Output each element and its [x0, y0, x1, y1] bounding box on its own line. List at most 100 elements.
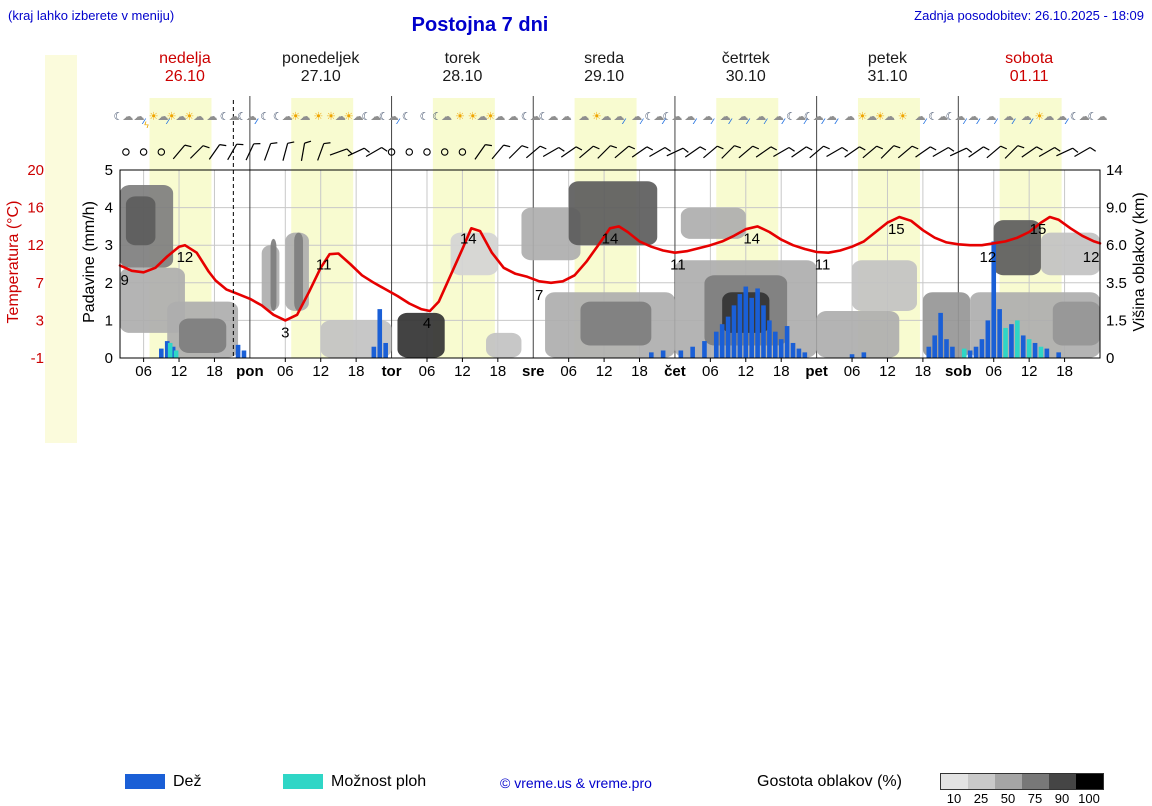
- wind-calm-icon: [122, 148, 130, 156]
- rain-bar: [159, 348, 164, 358]
- cloud-tick-label: 14: [1106, 162, 1123, 179]
- wind-barb-icon: [1056, 147, 1079, 157]
- cloud-blob: [179, 318, 227, 353]
- rain-bar: [241, 350, 247, 358]
- wind-calm-icon: [157, 148, 166, 156]
- temperature-value-label: 9: [121, 272, 129, 289]
- wind-barb-icon: [968, 146, 990, 158]
- wind-calm-icon: [387, 148, 396, 156]
- rain-legend-swatch: [125, 774, 165, 789]
- day-name: petek: [867, 50, 908, 67]
- weather-icon: ☾☁: [220, 111, 240, 123]
- rain-bar: [743, 286, 749, 358]
- density-gradient-cell: [941, 774, 968, 789]
- place-hint: (kraj lahko izberete v meniju): [8, 8, 175, 23]
- temperature-value-label: 15: [888, 221, 905, 238]
- rain-bar: [985, 320, 991, 358]
- x-tick-label: 12: [737, 363, 754, 380]
- day-date: 29.10: [584, 68, 625, 85]
- shower-bar: [961, 348, 967, 358]
- day-header: sreda 29.10: [529, 50, 679, 86]
- wind-barb-icon: [189, 145, 210, 159]
- weather-icon: ☾: [260, 111, 269, 123]
- weather-icon: ☁: [844, 111, 855, 123]
- rain-bar: [713, 331, 719, 358]
- cloud-blob: [1052, 301, 1100, 346]
- day-header: nedelja 26.10: [110, 50, 260, 86]
- x-day-label: pet: [805, 363, 828, 380]
- wind-barb-icon: [915, 146, 937, 158]
- weather-icon: ☀☁: [857, 111, 877, 123]
- weather-icon: ☾☁∕∕: [379, 111, 401, 126]
- rain-bar: [773, 331, 778, 358]
- wind-barb-icon: [365, 146, 388, 158]
- day-name: torek: [444, 50, 481, 67]
- temperature-value-label: 14: [460, 230, 477, 247]
- wind-barb-icon: [525, 145, 547, 159]
- wind-barb-icon: [579, 145, 600, 159]
- precip-tick-label: 4: [105, 200, 113, 217]
- precip-tick-label: 0: [105, 350, 113, 367]
- day-headers: nedelja 26.10 ponedeljek 27.10 torek 28.10 sre…: [0, 0, 1152, 95]
- cloud-blob: [486, 332, 522, 358]
- wind-barb-icon: [880, 145, 901, 159]
- rain-bar: [731, 305, 737, 358]
- density-gradient-cell: [1022, 774, 1049, 789]
- density-gradient-cell: [1049, 774, 1076, 789]
- x-tick-label: 12: [1021, 363, 1038, 380]
- weather-icon: ☀: [455, 111, 464, 123]
- rain-bar: [849, 354, 855, 358]
- x-tick-label: 18: [1056, 363, 1073, 380]
- rain-bar: [719, 324, 725, 358]
- shower-bar: [1038, 346, 1044, 358]
- shower-bar: [1015, 320, 1020, 358]
- wind-barb-icon: [614, 145, 636, 159]
- wind-calm-icon: [440, 148, 449, 156]
- weather-icon: ☾☁: [1088, 111, 1108, 123]
- rain-bar: [737, 294, 743, 358]
- rain-bar: [690, 346, 695, 358]
- rain-bar: [944, 339, 949, 358]
- rain-bar: [790, 342, 796, 358]
- wind-barb-icon: [649, 146, 671, 158]
- density-gradient-cell: [1076, 774, 1103, 789]
- wind-barb-icon: [666, 147, 689, 157]
- weather-icon: ☾☁∕∕: [804, 111, 826, 126]
- x-day-label: tor: [382, 363, 402, 380]
- wind-barb-icon: [755, 146, 778, 158]
- cloud-blob: [852, 260, 917, 311]
- temp-tick-label: 3: [36, 312, 44, 329]
- weather-icon: ☀: [898, 111, 907, 123]
- weather-icon: ☾☁: [663, 111, 683, 123]
- wind-barb-icon: [560, 146, 583, 158]
- x-tick-label: 12: [596, 363, 613, 380]
- temperature-value-label: 12: [177, 249, 194, 266]
- credit-link[interactable]: © vreme.us & vreme.pro: [500, 775, 652, 791]
- x-tick-label: 12: [171, 363, 188, 380]
- wind-calm-icon: [423, 148, 431, 156]
- density-tick-label: 25: [973, 791, 989, 806]
- x-tick-label: 18: [348, 363, 365, 380]
- weather-icon: ☁: [207, 111, 218, 123]
- temp-tick-label: 12: [27, 237, 44, 254]
- weather-icon: ☀☁: [485, 111, 505, 123]
- wind-barb-icon: [721, 145, 741, 159]
- rain-legend-label: Dež: [173, 773, 202, 790]
- left-accent-strip: [45, 55, 77, 443]
- weather-icon: ☀☁: [875, 111, 895, 123]
- wind-barb-icon: [1004, 145, 1025, 159]
- wind-barb-icon: [897, 145, 919, 159]
- x-day-label: sob: [945, 363, 972, 380]
- rain-bar: [678, 350, 684, 358]
- temp-tick-label: 16: [27, 200, 44, 217]
- cloud-tick-label: 1.5: [1106, 312, 1127, 329]
- cloud-blob: [521, 207, 581, 261]
- rain-bar: [991, 241, 997, 358]
- temperature-value-label: 3: [281, 324, 289, 341]
- weather-icon: ☀☁: [291, 111, 311, 123]
- weather-icon: ☀☁: [184, 111, 204, 123]
- wind-barb-icon: [597, 145, 618, 159]
- showers-legend-swatch: [283, 774, 323, 789]
